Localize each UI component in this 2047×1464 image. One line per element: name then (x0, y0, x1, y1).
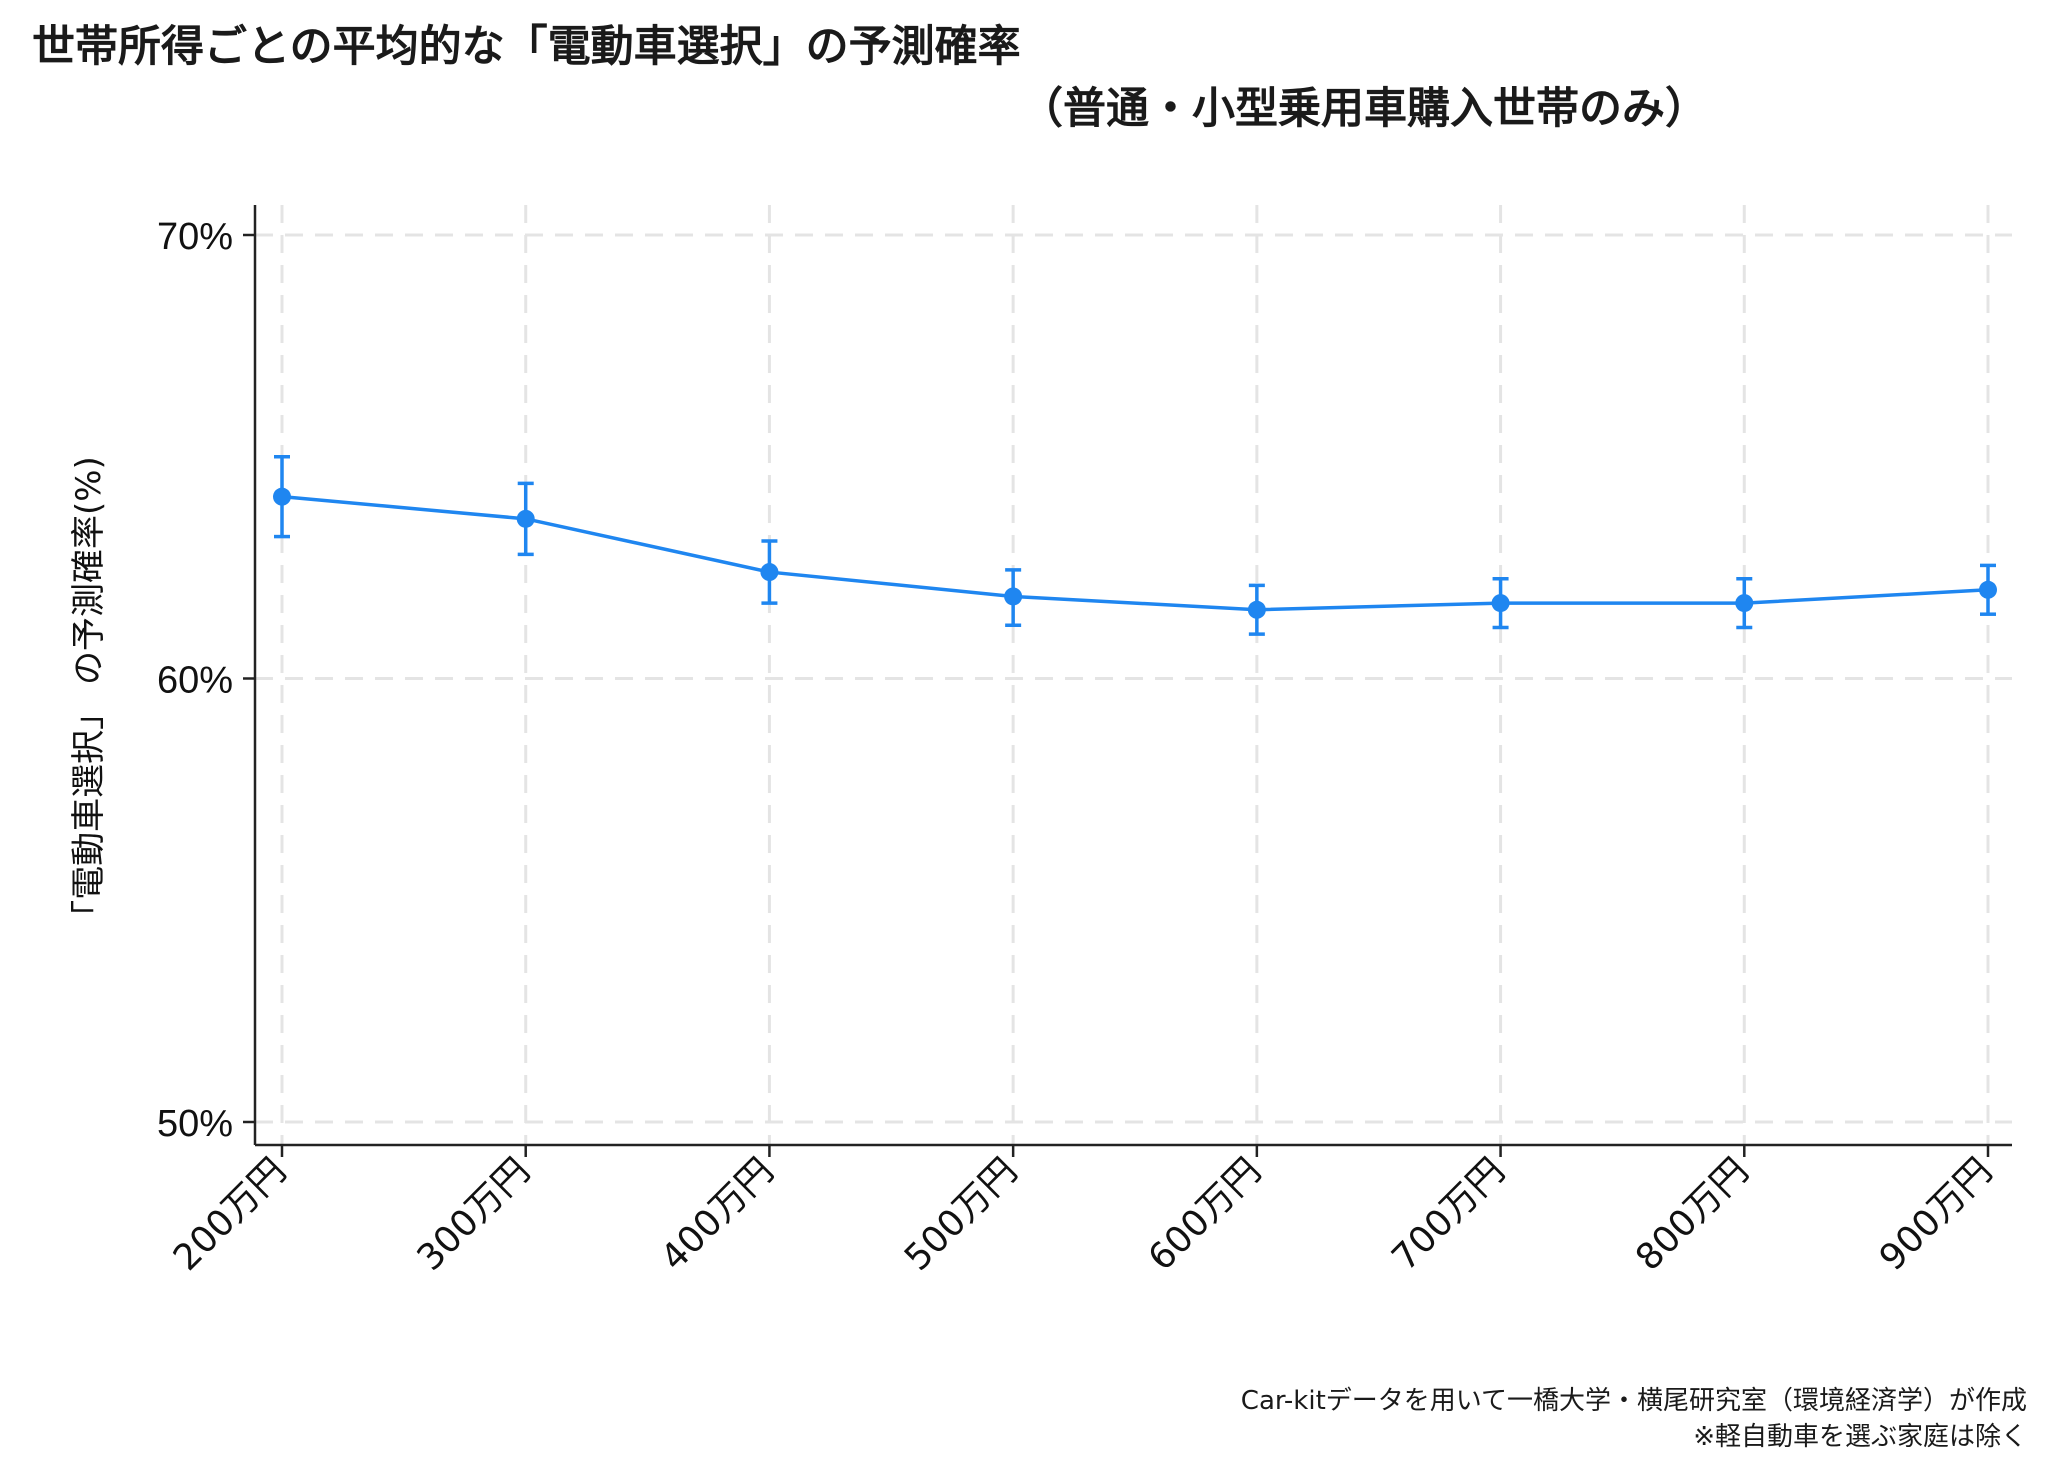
x-tick-label: 500万円 (897, 1150, 1025, 1278)
data-point (516, 509, 535, 528)
x-tick-label: 700万円 (1384, 1150, 1512, 1278)
data-point (1735, 594, 1754, 613)
axis-labels: 50% 60% 70% 200万円 300万円 400万円 500万円 600万円 700万円 8… (69, 216, 2000, 1279)
x-tick-label: 300万円 (410, 1150, 538, 1278)
data-point (1247, 600, 1266, 619)
source-note: Car-kitデータを用いて一橋大学・横尾研究室（環境経済学）が作成 (1240, 1386, 2027, 1416)
series (273, 455, 1997, 636)
data-point (1979, 580, 1997, 599)
x-tick-label: 200万円 (166, 1150, 294, 1278)
chart-title: 世帯所得ごとの平均的な「電動車選択」の予測確率 (32, 22, 1021, 72)
x-tick-label: 400万円 (653, 1150, 781, 1278)
data-point (760, 563, 779, 582)
axes (243, 205, 2012, 1157)
chart-subtitle: （普通・小型乗用車購入世帯のみ） (1020, 84, 1708, 134)
x-tick-label: 600万円 (1141, 1150, 1269, 1278)
data-point (273, 487, 291, 506)
y-tick-label: 60% (157, 660, 233, 702)
series-line (281, 494, 1989, 612)
data-point (1491, 594, 1510, 613)
y-axis-title: 「電動車選択」 の予測確率(%) (69, 456, 109, 934)
x-tick-label: 800万円 (1628, 1150, 1756, 1278)
grid-lines (255, 205, 2012, 1145)
data-point (1004, 587, 1023, 606)
x-tick-label: 900万円 (1872, 1150, 2000, 1278)
y-tick-label: 50% (157, 1103, 233, 1145)
y-tick-label: 70% (157, 216, 233, 258)
exclusion-note: ※軽自動車を選ぶ家庭は除く (1693, 1422, 2027, 1452)
